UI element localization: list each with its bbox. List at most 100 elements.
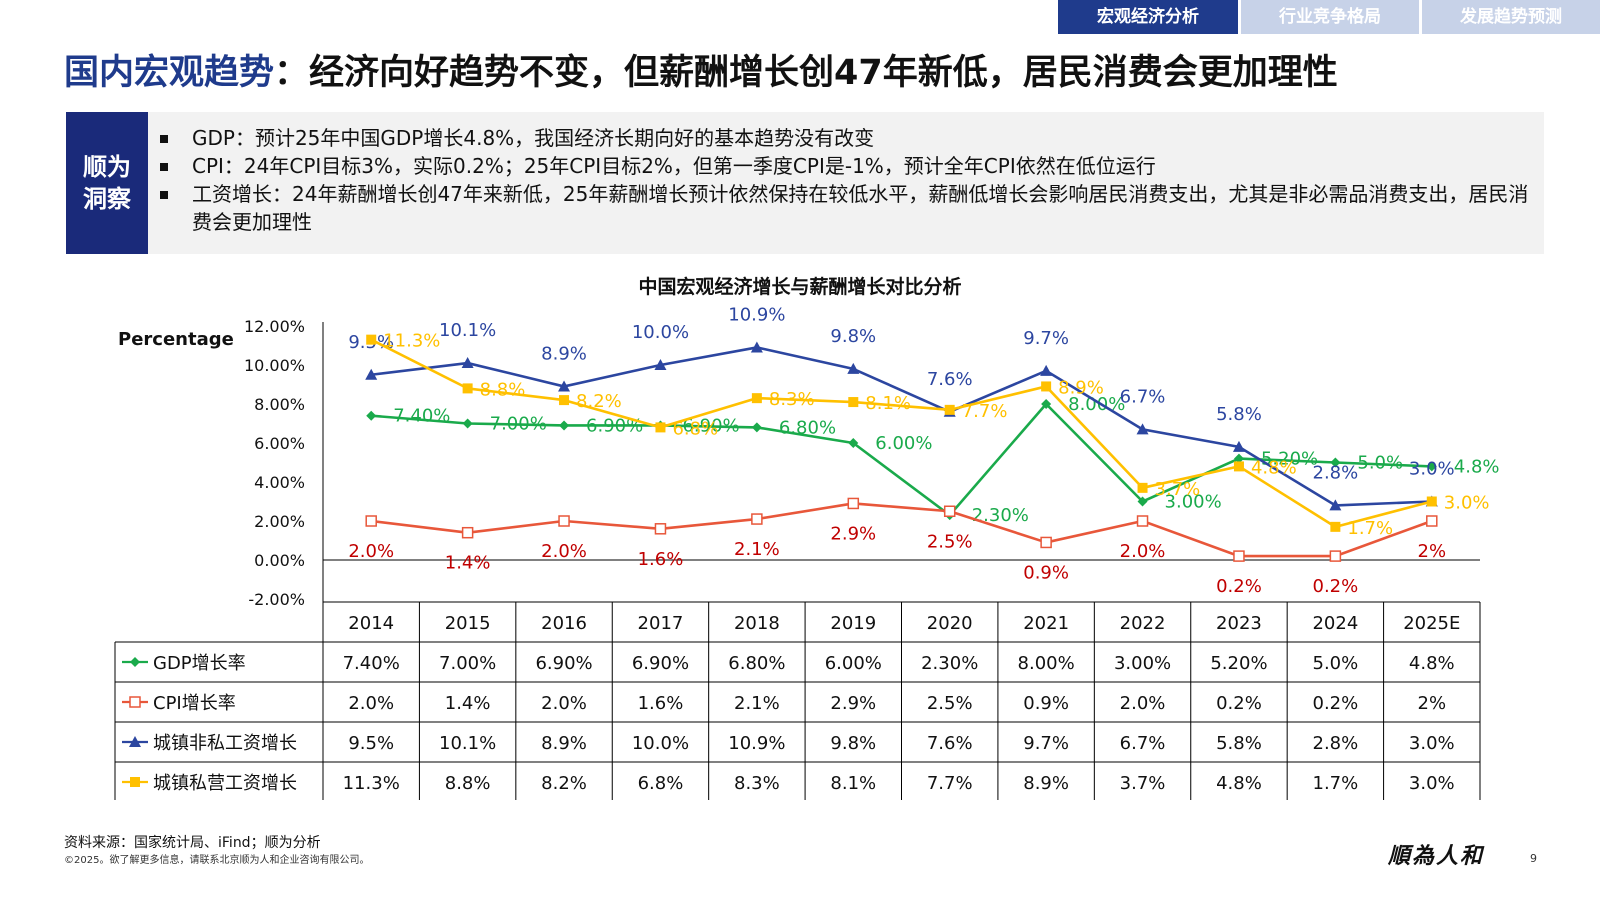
data-point-private-wage: [366, 334, 377, 345]
copyright-note: ©2025。欲了解更多信息，请联系北京顺为人和企业咨询有限公司。: [64, 855, 370, 866]
table-cell-private-wage: 1.7%: [1313, 773, 1359, 794]
data-label-nonprivate-wage: 10.9%: [728, 304, 785, 325]
data-label-nonprivate-wage: 5.8%: [1216, 404, 1262, 425]
table-cell-nonprivate-wage: 5.8%: [1216, 733, 1262, 754]
section-tabs: 宏观经济分析 行业竞争格局 发展趋势预测: [1055, 0, 1600, 34]
x-tick-label: 2022: [1120, 613, 1166, 634]
data-point-gdp: [462, 418, 473, 429]
table-cell-nonprivate-wage: 9.5%: [348, 733, 394, 754]
data-label-nonprivate-wage: 8.9%: [541, 343, 587, 364]
table-cell-gdp: 4.8%: [1409, 653, 1455, 674]
legend-marker-private-wage: [130, 777, 140, 787]
table-cell-gdp: 8.00%: [1018, 653, 1075, 674]
legend-label-private-wage: 城镇私营工资增长: [153, 773, 297, 794]
table-cell-private-wage: 4.8%: [1216, 773, 1262, 794]
table-cell-private-wage: 7.7%: [927, 773, 973, 794]
x-tick-label: 2020: [927, 613, 973, 634]
data-label-gdp: 6.00%: [875, 433, 932, 454]
insight-bullets: GDP：预计25年中国GDP增长4.8%，我国经济长期向好的基本趋势没有改变 C…: [158, 124, 1538, 236]
table-cell-private-wage: 8.1%: [830, 773, 876, 794]
data-point-private-wage: [1233, 461, 1244, 472]
table-cell-cpi: 2.0%: [1120, 693, 1166, 714]
insight-label: 顺为 洞察: [66, 112, 148, 254]
y-tick-label: 4.00%: [254, 473, 305, 492]
table-cell-gdp: 6.90%: [535, 653, 592, 674]
source-note: 资料来源：国家统计局、iFind；顺为分析: [64, 835, 321, 851]
table-cell-nonprivate-wage: 10.0%: [632, 733, 689, 754]
tab-macro-analysis[interactable]: 宏观经济分析: [1058, 0, 1238, 34]
data-point-cpi: [365, 515, 377, 527]
tab-trend-forecast[interactable]: 发展趋势预测: [1422, 0, 1600, 34]
legend-marker-cpi: [129, 696, 141, 708]
data-label-private-wage: 3.7%: [1155, 479, 1201, 500]
data-label-cpi: 0.9%: [1023, 562, 1069, 583]
insight-bullet-gdp: GDP：预计25年中国GDP增长4.8%，我国经济长期向好的基本趋势没有改变: [158, 124, 1538, 152]
data-point-cpi: [654, 523, 667, 535]
x-tick-label: 2016: [541, 613, 587, 634]
data-label-gdp: 3.00%: [1165, 492, 1222, 513]
data-label-cpi: 2.0%: [1120, 541, 1166, 562]
y-tick-label: 12.00%: [244, 317, 305, 336]
data-label-cpi: 1.4%: [445, 553, 491, 574]
y-tick-label: 6.00%: [254, 434, 305, 453]
data-label-nonprivate-wage: 9.7%: [1023, 328, 1069, 349]
table-cell-nonprivate-wage: 10.9%: [728, 733, 785, 754]
data-point-private-wage: [944, 404, 955, 415]
data-label-gdp: 6.80%: [779, 417, 836, 438]
table-cell-nonprivate-wage: 9.7%: [1023, 733, 1069, 754]
data-label-private-wage: 7.7%: [962, 401, 1008, 422]
page-title-rest: ：经济向好趋势不变，但薪酬增长创47年新低，居民消费会更加理性: [274, 53, 1338, 93]
data-point-nonprivate-wage: [558, 380, 571, 392]
data-label-nonprivate-wage: 6.7%: [1120, 386, 1166, 407]
table-cell-nonprivate-wage: 6.7%: [1120, 733, 1166, 754]
table-cell-private-wage: 6.8%: [638, 773, 684, 794]
table-cell-private-wage: 8.9%: [1023, 773, 1069, 794]
table-cell-cpi: 2%: [1418, 693, 1447, 714]
legend-marker-nonprivate-wage: [129, 736, 141, 747]
data-point-private-wage: [655, 422, 666, 433]
table-cell-cpi: 0.2%: [1216, 693, 1262, 714]
table-cell-nonprivate-wage: 7.6%: [927, 733, 973, 754]
data-point-nonprivate-wage: [1136, 423, 1149, 435]
data-label-nonprivate-wage: 9.8%: [830, 326, 876, 347]
table-cell-gdp: 7.00%: [439, 653, 496, 674]
table-cell-private-wage: 3.0%: [1409, 773, 1455, 794]
data-label-gdp: 5.0%: [1357, 453, 1403, 474]
data-point-gdp: [1426, 461, 1437, 472]
data-label-cpi: 0.2%: [1216, 576, 1262, 597]
table-cell-private-wage: 11.3%: [343, 773, 400, 794]
data-label-cpi: 2.9%: [830, 523, 876, 544]
data-label-cpi: 2.0%: [541, 541, 587, 562]
table-cell-nonprivate-wage: 9.8%: [830, 733, 876, 754]
data-point-private-wage: [751, 393, 762, 404]
y-axis-label: Percentage: [118, 329, 234, 350]
tab-industry-competition[interactable]: 行业竞争格局: [1241, 0, 1419, 34]
data-label-private-wage: 8.9%: [1058, 377, 1104, 398]
data-point-cpi: [1233, 550, 1245, 562]
table-cell-cpi: 1.6%: [638, 693, 684, 714]
series-line-cpi: [371, 502, 1433, 558]
data-label-cpi: 2%: [1418, 541, 1447, 562]
data-label-private-wage: 8.2%: [576, 391, 622, 412]
insight-bullet-wage: 工资增长：24年薪酬增长创47年来新低，25年薪酬增长预计依然保持在较低水平，薪…: [158, 180, 1538, 236]
data-point-private-wage: [1137, 482, 1148, 493]
data-label-private-wage: 8.1%: [865, 393, 911, 414]
data-point-cpi: [1040, 536, 1052, 549]
data-label-cpi: 2.1%: [734, 539, 780, 560]
table-cell-cpi: 0.9%: [1023, 693, 1069, 714]
x-tick-label: 2015: [445, 613, 491, 634]
table-cell-nonprivate-wage: 8.9%: [541, 733, 587, 754]
data-label-nonprivate-wage: 3.0%: [1409, 459, 1455, 480]
data-label-nonprivate-wage: 2.8%: [1313, 462, 1359, 483]
legend-marker-gdp: [130, 657, 140, 667]
page-title-highlight: 国内宏观趋势: [64, 53, 275, 93]
series-line-private-wage: [370, 338, 1433, 529]
data-point-nonprivate-wage: [461, 357, 474, 369]
data-point-cpi: [558, 515, 570, 527]
brand-logo: 順為人和: [1388, 843, 1485, 869]
page-number: 9: [1530, 852, 1537, 865]
data-label-private-wage: 8.8%: [480, 379, 526, 400]
data-label-nonprivate-wage: 10.1%: [439, 320, 496, 341]
data-point-gdp: [559, 420, 570, 431]
data-point-cpi: [1329, 550, 1342, 562]
